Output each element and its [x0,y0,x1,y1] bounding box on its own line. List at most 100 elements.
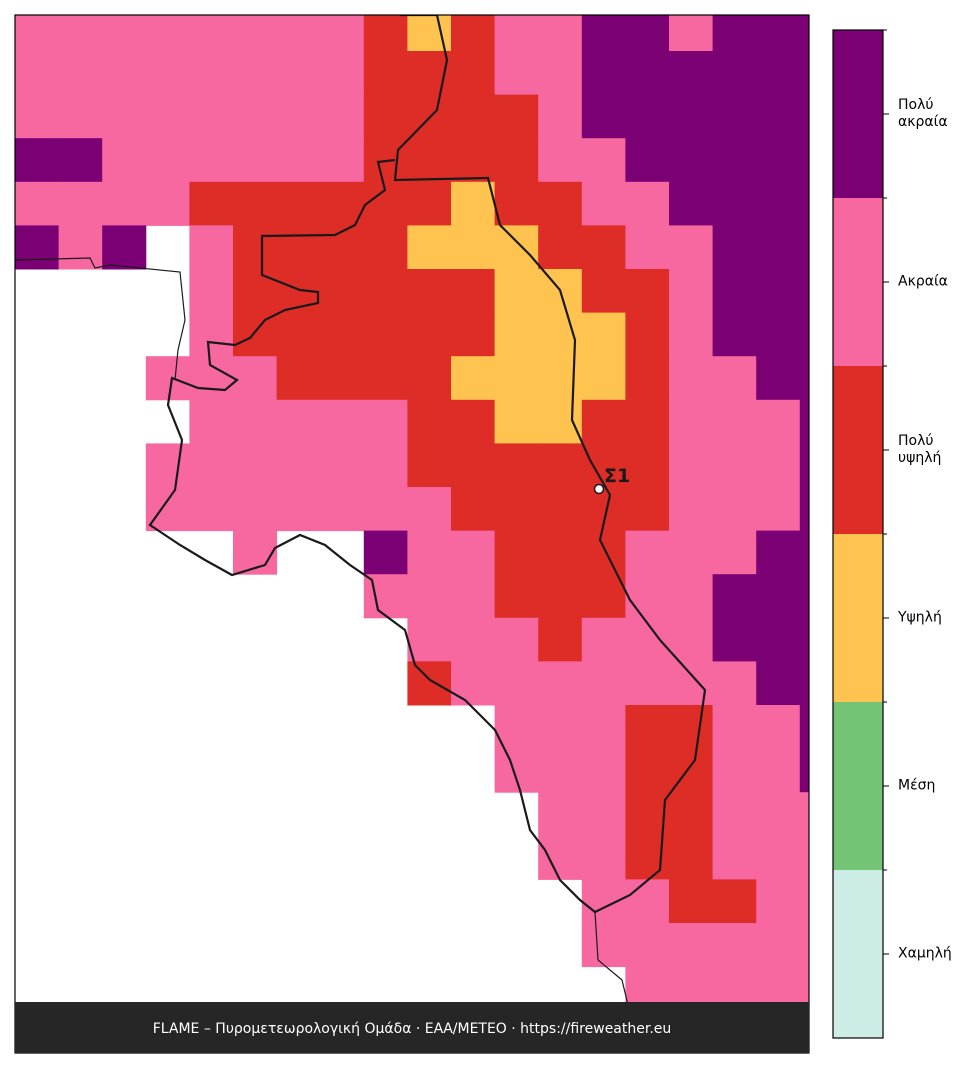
risk-cell [233,443,278,488]
risk-cell [669,792,714,837]
risk-cell [625,51,670,96]
risk-cell [189,138,234,183]
risk-cell [58,181,103,226]
risk-cell [538,617,583,662]
risk-cell [712,748,757,793]
risk-cell [233,138,278,183]
risk-cell [407,399,452,444]
risk-cell [799,312,809,357]
risk-cell [363,487,408,532]
risk-cell [669,15,714,52]
risk-cell [581,138,626,183]
risk-cell [756,94,801,139]
border [393,15,707,913]
risk-cell [189,443,234,488]
risk-cell [494,269,539,314]
risk-cell [320,181,365,226]
colorbar-label: Πολύ υψηλή [898,433,942,466]
risk-cell [669,879,714,924]
risk-cell [276,356,321,401]
risk-cell [363,356,408,401]
risk-cell [756,835,801,880]
risk-cell [320,94,365,139]
risk-cell [233,487,278,532]
risk-cell [712,356,757,401]
risk-cell [494,51,539,96]
risk-cell [102,94,147,139]
risk-cell [799,530,809,575]
risk-cell [407,487,452,532]
risk-cell [625,399,670,444]
risk-cell [276,51,321,96]
risk-cell [625,530,670,575]
risk-cell [276,15,321,52]
footer-bar [15,1002,809,1053]
risk-cell [581,705,626,750]
risk-cell [756,617,801,662]
risk-cell [756,269,801,314]
risk-cell [407,181,452,226]
risk-cell [756,487,801,532]
risk-cell [451,530,496,575]
colorbar-label: Χαμηλή [898,945,952,962]
risk-cell [669,399,714,444]
risk-cell [625,705,670,750]
risk-cell [799,225,809,270]
risk-cell [363,399,408,444]
colorbar-segment [833,870,883,1038]
risk-cell [669,94,714,139]
risk-cell [712,835,757,880]
risk-cell [494,181,539,226]
risk-cell [799,15,809,52]
risk-cell [189,312,234,357]
risk-cell [320,269,365,314]
risk-cell [494,94,539,139]
risk-cell [712,574,757,619]
risk-cell [799,923,809,968]
risk-cell [145,15,190,52]
risk-cell [58,94,103,139]
risk-cell [407,225,452,270]
risk-cell [363,15,408,52]
risk-cell [451,356,496,401]
risk-cell [15,15,60,52]
risk-cell [320,487,365,532]
risk-cell [799,51,809,96]
risk-cell [756,181,801,226]
risk-cell [451,181,496,226]
coastline [15,257,186,381]
risk-cell [625,748,670,793]
risk-cell [494,443,539,488]
risk-cell [538,748,583,793]
risk-cell [756,705,801,750]
risk-cell [581,94,626,139]
risk-cell [15,94,60,139]
risk-cell [799,574,809,619]
risk-cell [581,443,626,488]
risk-cell [451,94,496,139]
risk-cell [189,15,234,52]
risk-cell [756,879,801,924]
risk-cell [625,94,670,139]
risk-cell [189,356,234,401]
risk-cell [538,574,583,619]
risk-cell [538,835,583,880]
risk-cell [712,138,757,183]
borders [15,15,707,1006]
risk-cell [102,15,147,52]
risk-cell [581,617,626,662]
risk-cell [669,835,714,880]
border [594,911,629,1006]
risk-cell [494,138,539,183]
risk-cell [581,181,626,226]
footer-text: FLAME – Πυρομετεωρολογική Ομάδα · ΕΑΑ/ME… [153,1021,672,1037]
risk-cell [625,661,670,706]
risk-cell [145,138,190,183]
risk-cell [712,705,757,750]
risk-cell [756,792,801,837]
risk-cell [625,356,670,401]
risk-cell [669,138,714,183]
risk-cell [145,487,190,532]
risk-cell [799,399,809,444]
risk-cell [15,51,60,96]
